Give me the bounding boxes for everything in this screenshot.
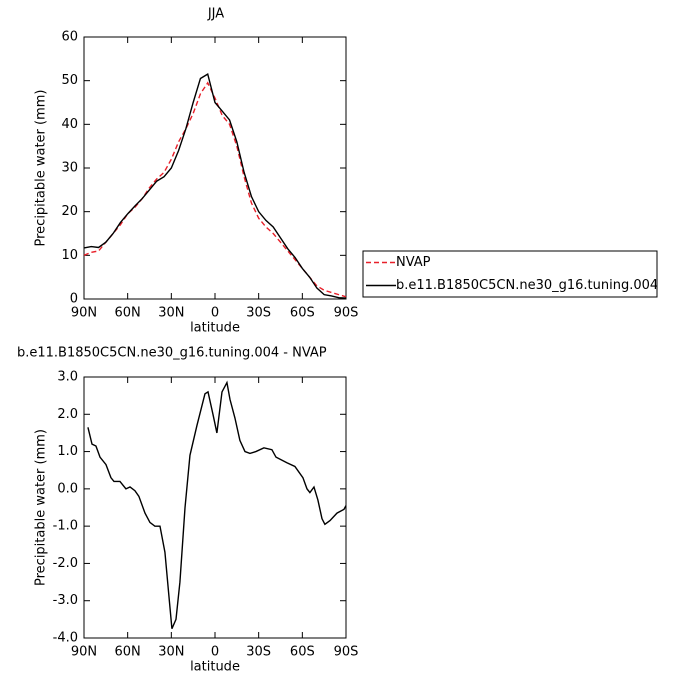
y-axis-label: Precipitable water (mm) <box>34 90 49 247</box>
x-tick-label: 0 <box>211 645 219 660</box>
x-tick-label: 60N <box>115 645 141 660</box>
legend-box <box>362 250 658 298</box>
x-axis-label: latitude <box>190 321 240 336</box>
y-tick-label: 2.0 <box>57 407 78 422</box>
plot-frame <box>83 36 347 300</box>
data-line <box>87 380 347 629</box>
y-tick-label: 1.0 <box>57 444 78 459</box>
y-tick-label: -2.0 <box>53 556 78 571</box>
data-line <box>83 81 347 298</box>
x-axis-label: latitude <box>190 660 240 675</box>
x-tick-label: 90S <box>334 645 359 660</box>
y-tick-label: 0.0 <box>57 481 78 496</box>
x-tick-label: 60S <box>290 306 315 321</box>
x-tick-label: 30S <box>246 645 271 660</box>
y-tick-label: 0 <box>70 292 78 307</box>
chart-title: JJA <box>207 7 224 22</box>
y-tick-label: 50 <box>61 73 78 88</box>
x-tick-label: 30N <box>158 645 184 660</box>
y-tick-label: 30 <box>61 161 78 176</box>
y-tick-label: 10 <box>61 248 78 263</box>
y-tick-label: -3.0 <box>53 593 78 608</box>
legend-label: b.e11.B1850C5CN.ne30_g16.tuning.004 <box>396 278 658 293</box>
y-tick-label: 3.0 <box>57 370 78 385</box>
x-tick-label: 60S <box>290 645 315 660</box>
x-tick-label: 90N <box>71 306 97 321</box>
x-tick-label: 30S <box>246 306 271 321</box>
plot-frame <box>83 376 347 639</box>
x-tick-label: 90S <box>334 306 359 321</box>
data-line <box>83 73 347 299</box>
y-tick-label: 20 <box>61 204 78 219</box>
legend-label: NVAP <box>396 255 431 270</box>
x-tick-label: 30N <box>158 306 184 321</box>
y-tick-label: -4.0 <box>53 631 78 646</box>
y-axis-label: Precipitable water (mm) <box>34 429 49 586</box>
x-tick-label: 90N <box>71 645 97 660</box>
y-tick-label: 60 <box>61 30 78 45</box>
x-tick-label: 60N <box>115 306 141 321</box>
y-tick-label: 40 <box>61 117 78 132</box>
chart-title: b.e11.B1850C5CN.ne30_g16.tuning.004 - NV… <box>17 346 327 361</box>
x-tick-label: 0 <box>211 306 219 321</box>
y-tick-label: -1.0 <box>53 519 78 534</box>
